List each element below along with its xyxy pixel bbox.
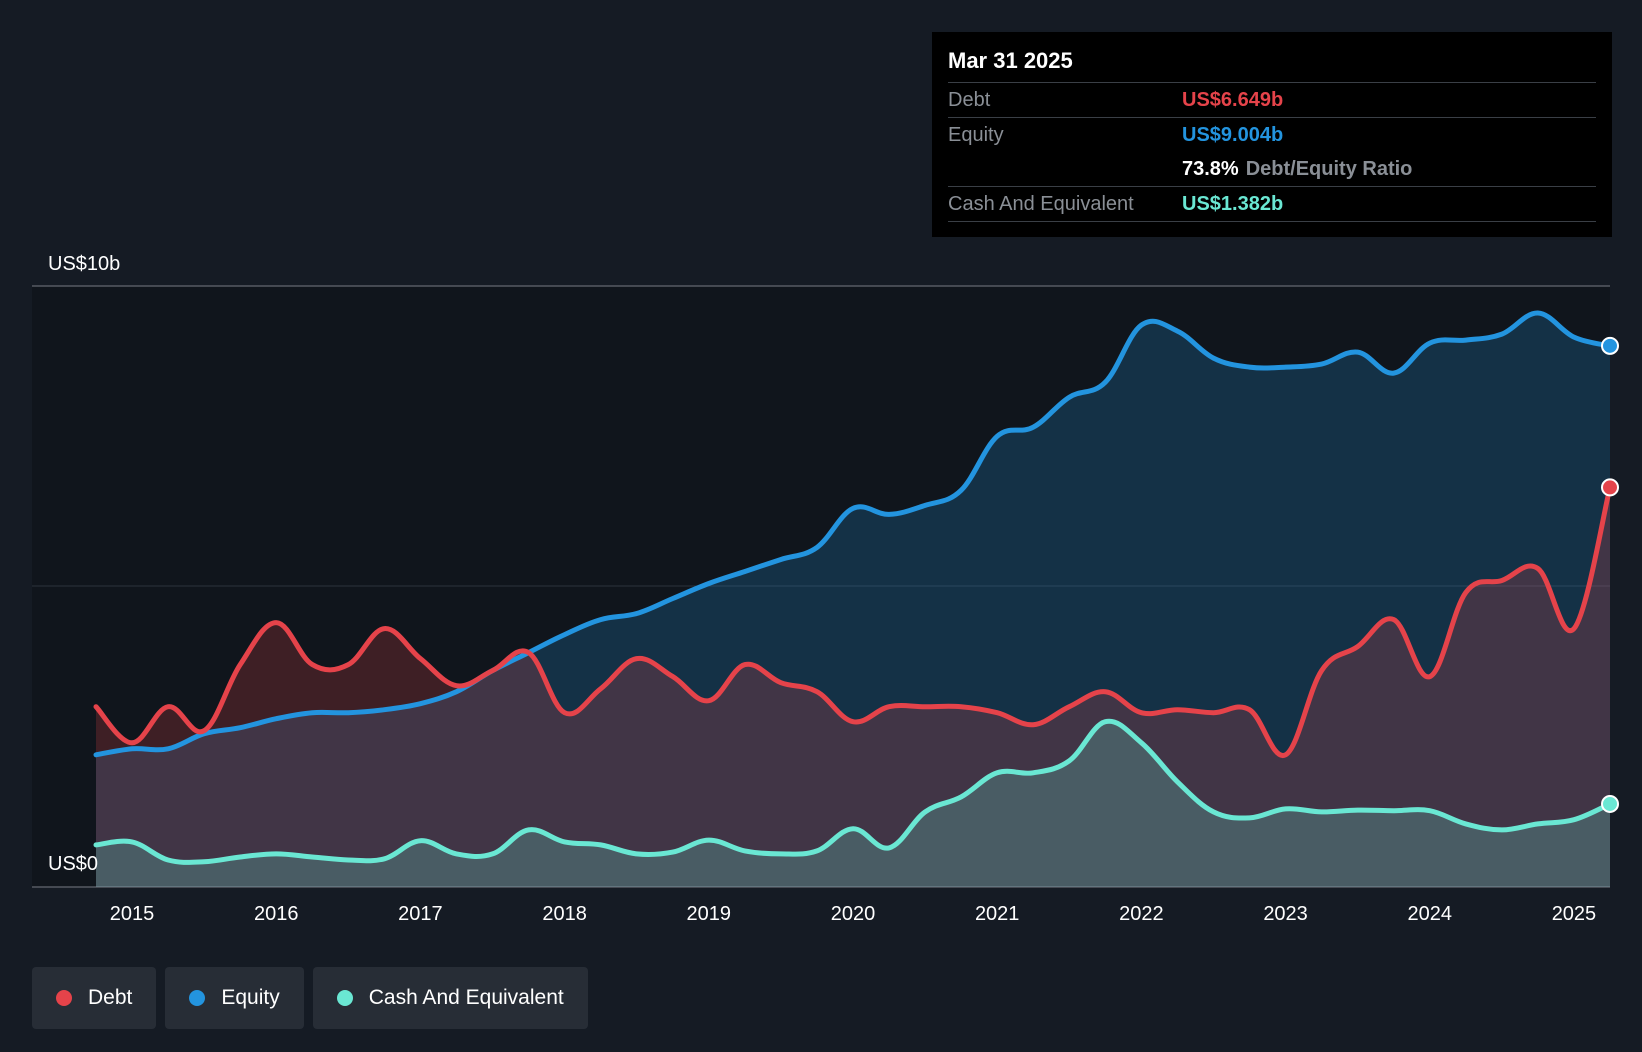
x-tick-2025: 2025 [1552, 903, 1597, 925]
tooltip-equity-label: Equity [948, 124, 1004, 146]
tooltip-panel: Mar 31 2025 Debt US$6.649b Equity US$9.0… [932, 32, 1612, 237]
x-tick-2021: 2021 [975, 903, 1020, 925]
legend-item-debt[interactable]: Debt [32, 967, 157, 1029]
debt-end-marker[interactable] [1601, 478, 1619, 497]
y-tick-bottom: US$0 [48, 853, 98, 875]
tooltip-cash-value: US$1.382b [1182, 193, 1284, 215]
x-tick-2016: 2016 [254, 903, 299, 925]
x-tick-2020: 2020 [831, 903, 876, 925]
legend-item-equity[interactable]: Equity [165, 967, 304, 1029]
tooltip-debt-row: Debt US$6.649b [948, 83, 1596, 118]
x-tick-2022: 2022 [1119, 903, 1164, 925]
x-axis-ticks: 2015 2016 2017 2018 2019 2020 2021 2022 2023 2024… [110, 903, 1596, 925]
x-tick-2017: 2017 [398, 903, 443, 925]
tooltip-date: Mar 31 2025 [948, 46, 1596, 83]
cash-dot-icon [336, 990, 353, 1006]
x-tick-2024: 2024 [1408, 903, 1453, 925]
y-tick-top: US$10b [48, 253, 120, 275]
legend-equity-label: Equity [221, 986, 280, 1009]
tooltip-cash-row: Cash And Equivalent US$1.382b [948, 187, 1596, 222]
x-tick-2018: 2018 [542, 903, 587, 925]
tooltip-ratio-row: 73.8% Debt/Equity Ratio [948, 152, 1596, 187]
tooltip-debt-label: Debt [948, 89, 991, 111]
tooltip-equity-row: Equity US$9.004b [948, 118, 1596, 152]
equity-line [93, 310, 1613, 758]
tooltip-equity-value: US$9.004b [1182, 124, 1284, 146]
equity-dot-icon [189, 990, 206, 1006]
x-tick-2023: 2023 [1263, 903, 1308, 925]
x-tick-2019: 2019 [687, 903, 732, 925]
debt-line [93, 484, 1613, 758]
legend: Debt Equity Cash And Equivalent [32, 967, 588, 1029]
equity-area [96, 312, 1610, 887]
x-tick-2015: 2015 [110, 903, 155, 925]
debt-area [96, 487, 1610, 887]
legend-debt-label: Debt [88, 986, 133, 1009]
cash-area [96, 721, 1610, 887]
legend-cash-label: Cash And Equivalent [368, 986, 564, 1009]
tooltip-ratio-value: 73.8% [1182, 158, 1239, 180]
cash-line [93, 718, 1613, 865]
equity-end-marker[interactable] [1601, 336, 1619, 355]
tooltip-ratio-label: Debt/Equity Ratio [1245, 158, 1413, 180]
debt-dot-icon [56, 990, 72, 1006]
legend-item-cash[interactable]: Cash And Equivalent [312, 967, 588, 1029]
cash-end-marker[interactable] [1601, 794, 1619, 813]
tooltip-cash-label: Cash And Equivalent [948, 193, 1134, 215]
tooltip-debt-value: US$6.649b [1182, 89, 1284, 111]
